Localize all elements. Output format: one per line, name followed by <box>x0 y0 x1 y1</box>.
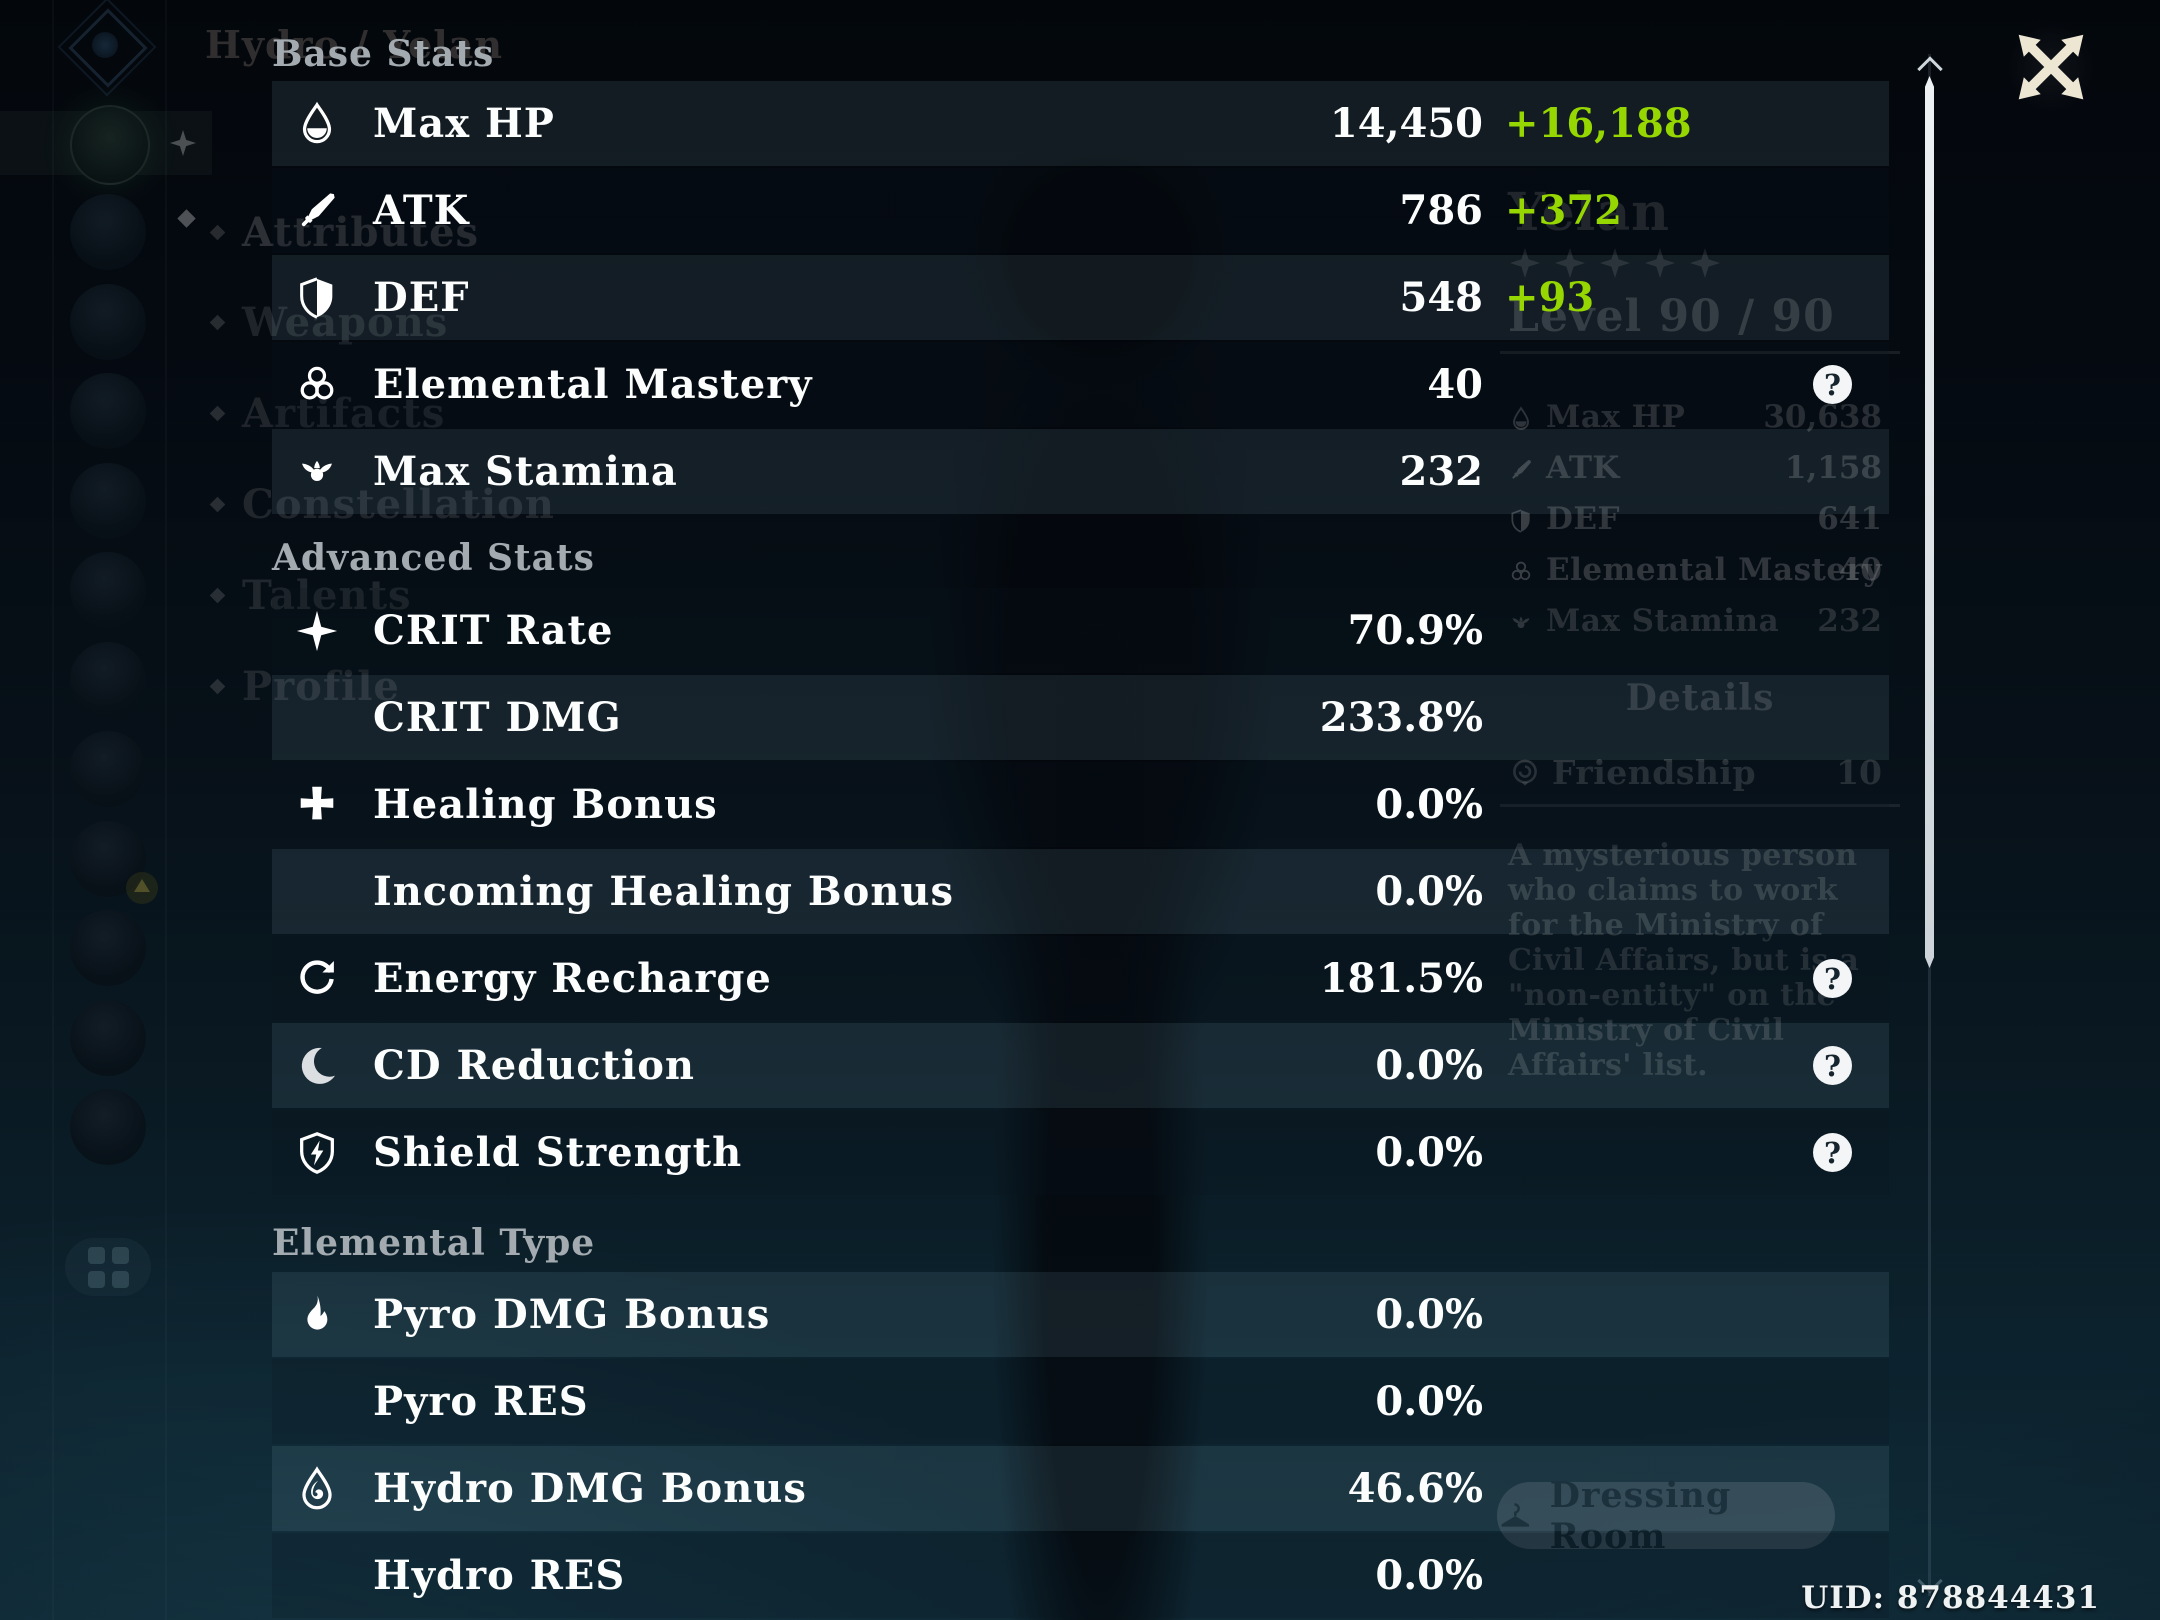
stat-row: CRIT Rate 70.9% <box>272 588 1889 673</box>
pyro-icon <box>294 1292 340 1338</box>
section-header: Advanced Stats <box>272 537 595 579</box>
stat-label: Shield Strength <box>373 1129 743 1176</box>
stat-bonus: +16,188 <box>1505 100 1692 147</box>
stat-row: CRIT DMG 233.8% <box>272 675 1889 760</box>
stat-value: 0.0% <box>1375 1552 1483 1599</box>
stat-value: 233.8% <box>1319 694 1483 741</box>
stat-value: 40 <box>1427 361 1483 408</box>
stat-value: 0.0% <box>1375 781 1483 828</box>
stat-bonus: +93 <box>1505 274 1595 321</box>
stat-row: Pyro DMG Bonus 0.0% <box>272 1272 1889 1357</box>
scrollbar-thumb[interactable] <box>1925 76 1934 968</box>
stat-value: 0.0% <box>1375 1042 1483 1089</box>
def-icon <box>294 275 340 321</box>
stat-row: Incoming Healing Bonus 0.0% <box>272 849 1889 934</box>
uid-label: UID: 878844431 <box>1801 1580 2100 1616</box>
hp-icon <box>294 101 340 147</box>
close-icon <box>2018 34 2084 100</box>
help-icon[interactable]: ? <box>1813 365 1852 404</box>
stat-row: Max Stamina 232 <box>272 429 1889 514</box>
stat-label: Max HP <box>373 100 555 147</box>
stat-label: Max Stamina <box>373 448 678 495</box>
stat-label: Energy Recharge <box>373 955 772 1002</box>
stat-value: 232 <box>1399 448 1484 495</box>
stat-row: DEF 548 +93 <box>272 255 1889 340</box>
stat-row: ATK 786 +372 <box>272 168 1889 253</box>
stat-value: 0.0% <box>1375 868 1483 915</box>
stat-value: 46.6% <box>1347 1465 1483 1512</box>
stat-row: Hydro DMG Bonus 46.6% <box>272 1446 1889 1531</box>
stat-value: 70.9% <box>1347 607 1483 654</box>
crit-icon <box>294 608 340 654</box>
section-header: Elemental Type <box>272 1222 596 1264</box>
stat-row: Shield Strength 0.0%? <box>272 1110 1889 1195</box>
stat-label: CRIT Rate <box>373 607 614 654</box>
em-icon <box>294 362 340 408</box>
help-icon[interactable]: ? <box>1813 1046 1852 1085</box>
stat-label: Healing Bonus <box>373 781 718 828</box>
stat-row: Hydro RES 0.0% <box>272 1533 1889 1618</box>
help-icon[interactable]: ? <box>1813 1133 1852 1172</box>
stat-value: 548 <box>1399 274 1484 321</box>
stat-value: 14,450 <box>1329 100 1483 147</box>
stat-row: Healing Bonus 0.0% <box>272 762 1889 847</box>
stat-label: Pyro RES <box>373 1378 589 1425</box>
stat-bonus: +372 <box>1505 187 1623 234</box>
stat-label: DEF <box>373 274 470 321</box>
help-icon[interactable]: ? <box>1813 959 1852 998</box>
section-header: Base Stats <box>272 33 495 75</box>
stat-label: Hydro RES <box>373 1552 626 1599</box>
stat-value: 0.0% <box>1375 1291 1483 1338</box>
atk-icon <box>294 188 340 234</box>
stamina-icon <box>294 449 340 495</box>
stat-label: ATK <box>373 187 470 234</box>
stat-row: Max HP 14,450 +16,188 <box>272 81 1889 166</box>
healing-icon <box>294 782 340 828</box>
stat-label: Pyro DMG Bonus <box>373 1291 771 1338</box>
stat-value: 0.0% <box>1375 1378 1483 1425</box>
close-button[interactable] <box>2004 20 2098 114</box>
stat-label: Elemental Mastery <box>373 361 813 408</box>
stat-row: Energy Recharge 181.5%? <box>272 936 1889 1021</box>
stat-label: Incoming Healing Bonus <box>373 868 955 915</box>
cooldown-icon <box>294 1043 340 1089</box>
stat-label: CD Reduction <box>373 1042 695 1089</box>
stat-row: CD Reduction 0.0%? <box>272 1023 1889 1108</box>
stat-label: Hydro DMG Bonus <box>373 1465 807 1512</box>
shieldbolt-icon <box>294 1130 340 1176</box>
stat-value: 181.5% <box>1319 955 1483 1002</box>
stat-value: 0.0% <box>1375 1129 1483 1176</box>
stat-row: Pyro RES 0.0% <box>272 1359 1889 1444</box>
hydro-icon <box>294 1465 340 1512</box>
energy-icon <box>294 956 340 1002</box>
stat-value: 786 <box>1399 187 1484 234</box>
stat-row: Elemental Mastery 40? <box>272 342 1889 427</box>
stat-label: CRIT DMG <box>373 694 622 741</box>
